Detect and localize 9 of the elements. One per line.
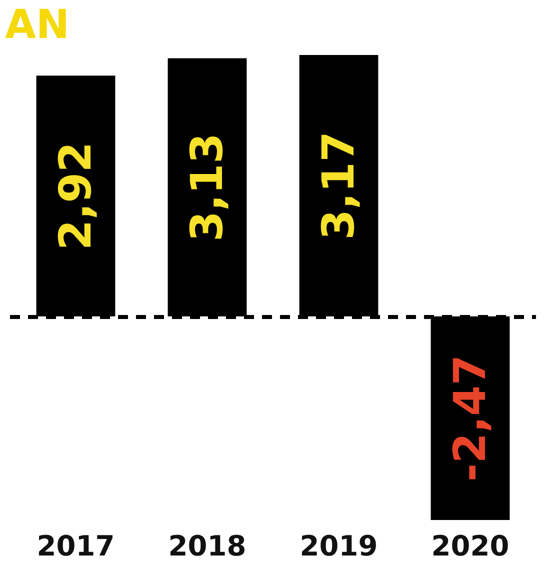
x-tick-label: 2018 <box>168 530 246 562</box>
x-tick-label: 2017 <box>36 530 115 562</box>
x-tick-label: 2020 <box>431 530 510 562</box>
data-label: -2,47 <box>444 354 496 482</box>
data-label: 3,17 <box>313 131 364 240</box>
data-label: 2,92 <box>50 142 102 250</box>
x-tick-label: 2019 <box>300 530 378 562</box>
chart-title: AN <box>5 2 70 48</box>
data-label: 3,13 <box>182 133 233 242</box>
